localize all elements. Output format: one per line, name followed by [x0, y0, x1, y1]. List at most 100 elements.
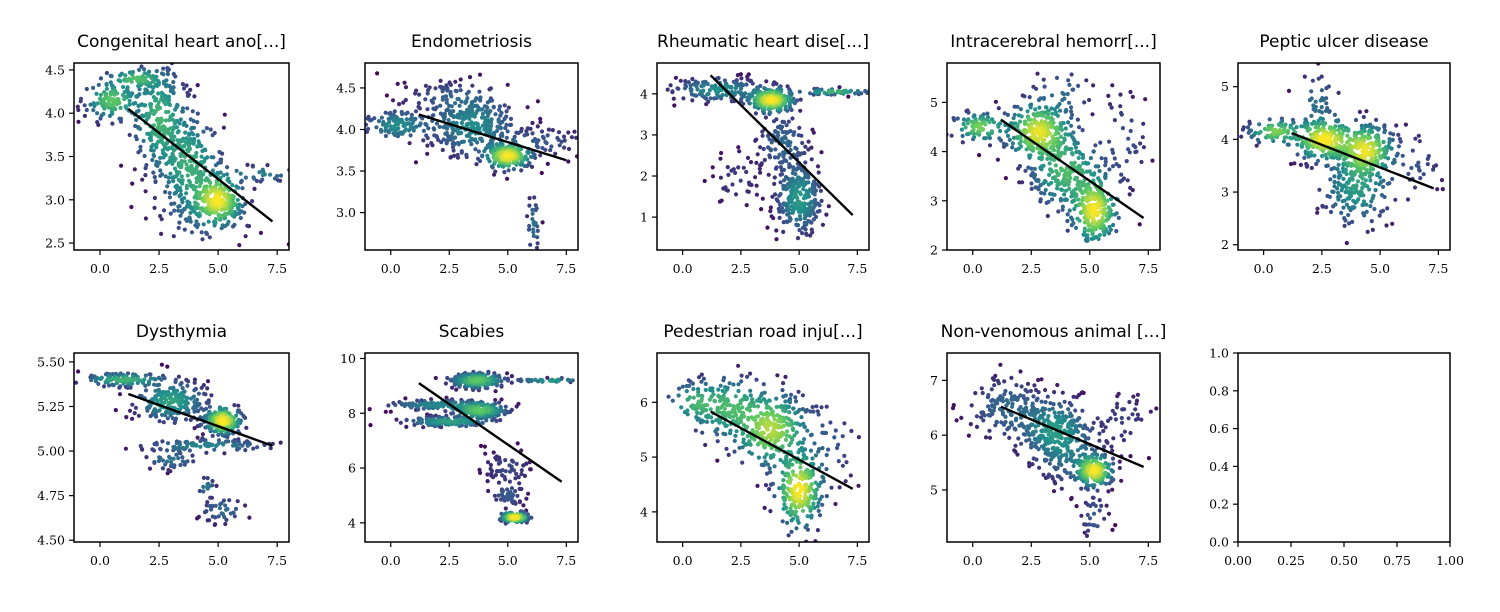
scatter-point	[1062, 136, 1067, 141]
scatter-point	[459, 149, 464, 154]
scatter-point	[201, 391, 207, 396]
scatter-point	[1099, 156, 1104, 161]
scatter-point	[479, 115, 485, 120]
scatter-point	[110, 382, 115, 387]
scatter-point	[245, 443, 250, 448]
scatter-point	[169, 399, 174, 404]
scatter-point	[1066, 265, 1070, 269]
scatter-point	[464, 91, 469, 96]
scatter-point	[777, 215, 782, 220]
scatter-point	[572, 129, 577, 134]
scatter-point	[167, 117, 172, 123]
scatter-point	[184, 191, 189, 196]
scatter-point	[95, 101, 100, 106]
scatter-point	[1302, 155, 1307, 160]
scatter-point	[808, 233, 813, 238]
scatter-point	[446, 118, 451, 123]
scatter-point	[710, 165, 715, 170]
scatter-point	[183, 417, 189, 422]
scatter-point	[152, 459, 157, 465]
scatter-point	[258, 230, 263, 235]
scatter-point	[230, 199, 235, 204]
scatter-point	[534, 143, 539, 148]
scatter-point	[223, 521, 228, 527]
scatter-point	[172, 208, 177, 213]
scatter-point	[531, 262, 535, 266]
scatter-point	[161, 81, 167, 86]
scatter-point	[169, 459, 174, 465]
scatter-point	[1265, 133, 1270, 138]
scatter-point	[376, 119, 382, 124]
scatter-point	[707, 88, 713, 93]
scatter-point	[1053, 163, 1058, 168]
scatter-point	[1365, 229, 1370, 234]
scatter-point	[147, 111, 152, 116]
scatter-point	[1249, 128, 1254, 133]
scatter-point	[798, 97, 803, 102]
scatter-point	[448, 82, 453, 87]
scatter-point	[401, 123, 406, 128]
scatter-point	[1361, 114, 1366, 120]
scatter-point	[1060, 187, 1065, 193]
scatter-point	[268, 172, 273, 177]
scatter-point	[473, 111, 479, 116]
scatter-point	[161, 208, 167, 213]
scatter-point	[781, 229, 786, 234]
scatter-point	[1050, 197, 1055, 202]
scatter-point	[403, 127, 408, 132]
scatter-point	[1396, 132, 1401, 137]
scatter-point	[532, 195, 537, 200]
scatter-point	[157, 119, 162, 124]
scatter-point	[420, 116, 425, 121]
scatter-point	[1112, 156, 1117, 161]
scatter-point	[1417, 167, 1422, 172]
scatter-point	[1400, 153, 1405, 158]
scatter-point	[1049, 169, 1055, 174]
scatter-point	[244, 425, 249, 430]
scatter-point	[194, 219, 199, 224]
scatter-point	[755, 152, 760, 157]
scatter-point	[1103, 175, 1108, 181]
scatter-point	[811, 217, 817, 222]
scatter-point	[181, 122, 186, 127]
scatter-point	[750, 81, 755, 86]
scatter-point	[255, 445, 260, 450]
scatter-point	[220, 223, 225, 228]
scatter-point	[665, 87, 670, 92]
x-tick-label: 7.5	[1138, 261, 1158, 276]
scatter-point	[130, 416, 135, 421]
scatter-point	[736, 90, 741, 95]
scatter-point	[1406, 171, 1411, 176]
scatter-point	[224, 517, 229, 523]
scatter-point	[784, 123, 789, 128]
scatter-point	[227, 498, 232, 503]
scatter-point	[774, 237, 779, 242]
scatter-point	[278, 440, 283, 445]
scatter-point	[134, 76, 139, 81]
scatter-point	[397, 130, 403, 135]
scatter-point	[459, 99, 464, 104]
scatter-point	[824, 212, 829, 217]
scatter-point	[723, 185, 728, 190]
scatter-point	[842, 90, 847, 95]
scatter-point	[178, 382, 183, 387]
scatter-point	[179, 174, 184, 179]
scatter-point	[1007, 137, 1012, 142]
scatter-point	[101, 111, 106, 116]
scatter-point	[961, 121, 966, 127]
scatter-point	[153, 109, 158, 114]
scatter-point	[720, 92, 725, 98]
scatter-point	[168, 171, 173, 176]
scatter-point	[188, 417, 193, 422]
scatter-point	[182, 144, 187, 149]
scatter-point	[1119, 112, 1124, 117]
scatter-point	[165, 459, 170, 464]
scatter-point	[201, 129, 206, 134]
scatter-point	[188, 165, 193, 170]
scatter-point	[207, 235, 212, 240]
scatter-point	[1333, 202, 1338, 207]
scatter-point	[1071, 221, 1076, 226]
scatter-point	[125, 377, 130, 382]
scatter-point	[1257, 122, 1262, 127]
